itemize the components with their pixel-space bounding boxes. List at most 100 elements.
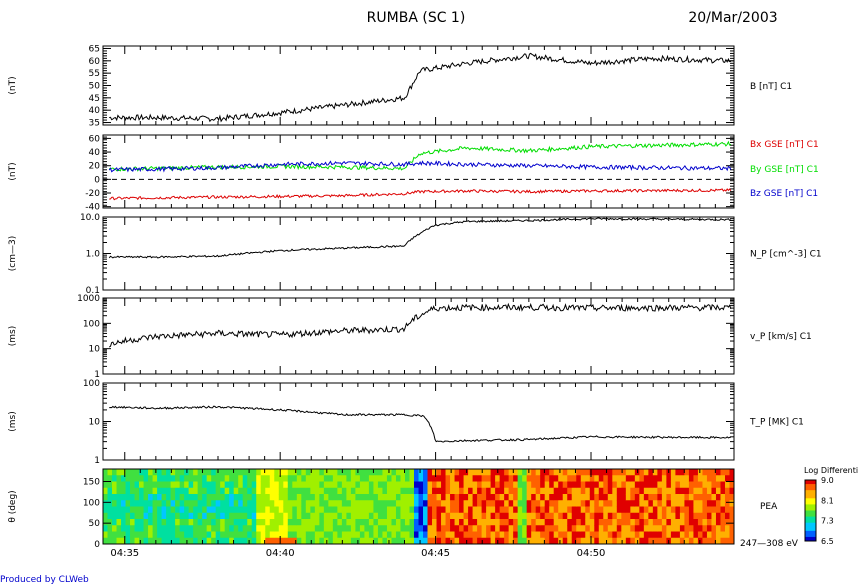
heatmap-cell — [251, 475, 257, 482]
heatmap-cell — [274, 494, 280, 501]
heatmap-cell — [197, 487, 203, 495]
heatmap-cell — [688, 506, 694, 514]
heatmap-cell — [427, 525, 433, 532]
heatmap-cell — [639, 537, 645, 545]
heatmap-cell — [630, 512, 636, 520]
heatmap-cell — [697, 506, 703, 514]
heatmap-cell — [251, 506, 257, 514]
heatmap-cell — [594, 531, 600, 539]
heatmap-cell — [404, 481, 410, 489]
heatmap-cell — [134, 500, 140, 507]
bgse-line-blue — [108, 160, 732, 173]
heatmap-cell — [314, 487, 320, 495]
heatmap-cell — [229, 525, 235, 532]
heatmap-cell — [197, 481, 203, 489]
heatmap-cell — [702, 494, 708, 501]
heatmap-cell — [332, 500, 338, 507]
heatmap-cell — [193, 531, 199, 539]
heatmap-cell — [679, 487, 685, 495]
heatmap-cell — [355, 500, 361, 507]
heatmap-cell — [580, 494, 586, 501]
heatmap-cell — [693, 481, 699, 489]
heatmap-cell — [215, 512, 221, 520]
heatmap-cell — [477, 475, 482, 482]
heatmap-cell — [580, 525, 586, 532]
heatmap-cell — [220, 519, 226, 526]
heatmap-cell — [639, 481, 645, 489]
heatmap-cell — [549, 531, 555, 539]
heatmap-cell — [292, 519, 298, 526]
heatmap-cell — [436, 500, 442, 507]
heatmap-cell — [121, 537, 126, 545]
bgse-label-blue: Bz GSE [nT] C1 — [750, 189, 818, 199]
heatmap-cell — [179, 519, 185, 526]
heatmap-cell — [693, 500, 699, 507]
heatmap-cell — [634, 481, 640, 489]
heatmap-cell — [193, 506, 199, 514]
heatmap-cell — [558, 506, 564, 514]
heatmap-cell — [350, 487, 356, 495]
heatmap-cell — [382, 494, 388, 501]
heatmap-cell — [472, 487, 478, 495]
panel-bgse-y-tick-label: -20 — [85, 189, 100, 199]
heatmap-cell — [161, 506, 167, 514]
heatmap-cell — [386, 531, 392, 539]
heatmap-cell — [157, 506, 162, 514]
heatmap-cell — [350, 481, 356, 489]
heatmap-cell — [238, 519, 244, 526]
heatmap-cell — [531, 475, 537, 482]
heatmap-cell — [706, 512, 712, 520]
heatmap-cell — [125, 494, 131, 501]
heatmap-cell — [346, 506, 352, 514]
heatmap-cell — [283, 494, 289, 501]
colorbar-step — [805, 506, 816, 509]
heatmap-cell — [148, 506, 153, 514]
heatmap-cell — [441, 525, 446, 532]
heatmap-cell — [436, 494, 442, 501]
heatmap-cell — [459, 519, 464, 526]
heatmap-cell — [693, 531, 699, 539]
heatmap-cell — [459, 487, 464, 495]
heatmap-cell — [305, 512, 311, 520]
heatmap-cell — [720, 506, 726, 514]
heatmap-cell — [688, 475, 694, 482]
heatmap-cell — [463, 512, 469, 520]
heatmap-cell — [206, 519, 212, 526]
heatmap-cell — [242, 519, 248, 526]
heatmap-cell — [265, 531, 271, 539]
heatmap-cell — [130, 469, 135, 476]
heatmap-cell — [278, 525, 284, 532]
heatmap-cell — [702, 481, 708, 489]
heatmap-cell — [175, 494, 181, 501]
heatmap-cell — [643, 494, 649, 501]
heatmap-cell — [684, 481, 690, 489]
heatmap-cell — [242, 500, 248, 507]
heatmap-cell — [197, 531, 203, 539]
heatmap-cell — [562, 500, 568, 507]
heatmap-cell — [220, 512, 226, 520]
heatmap-cell — [314, 506, 320, 514]
heatmap-cell — [477, 506, 482, 514]
heatmap-cell — [585, 481, 591, 489]
heatmap-cell — [441, 487, 446, 495]
heatmap-cell — [143, 512, 149, 520]
heatmap-cell — [175, 469, 181, 476]
heatmap-cell — [504, 469, 510, 476]
heatmap-cell — [269, 519, 275, 526]
heatmap-cell — [508, 531, 514, 539]
heatmap-cell — [355, 487, 361, 495]
heatmap-cell — [139, 525, 144, 532]
heatmap-cell — [441, 494, 446, 501]
panel-5-series-label: T_P [MK] C1 — [749, 418, 804, 428]
heatmap-cell — [301, 506, 307, 514]
heatmap-cell — [427, 519, 433, 526]
heatmap-cell — [314, 481, 320, 489]
heatmap-cell — [269, 469, 275, 476]
heatmap-cell — [184, 481, 190, 489]
heatmap-cell — [157, 512, 162, 520]
heatmap-cell — [395, 481, 401, 489]
heatmap-cell — [571, 519, 577, 526]
heatmap-cell — [224, 487, 230, 495]
heatmap-cell — [193, 500, 199, 507]
heatmap-cell — [652, 531, 658, 539]
